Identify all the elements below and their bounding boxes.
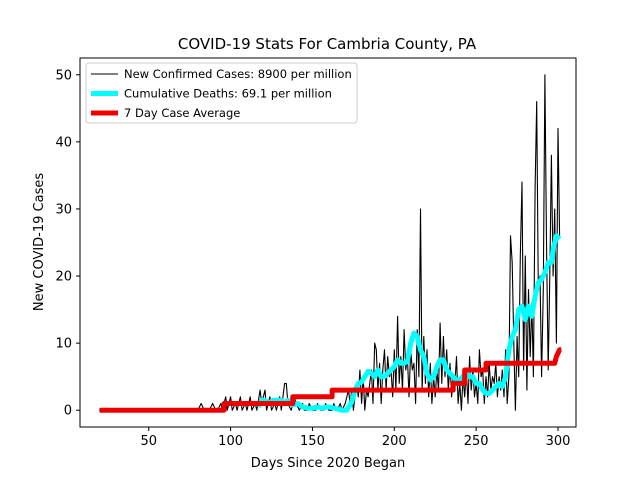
- y-axis-label: New COVID-19 Cases: [32, 173, 47, 311]
- legend-label-2: 7 Day Case Average: [124, 106, 240, 120]
- x-tick-label: 300: [546, 434, 571, 449]
- y-tick-label: 20: [55, 270, 72, 285]
- x-tick-label: 100: [218, 434, 243, 449]
- y-tick-label: 50: [55, 68, 72, 83]
- chart-title: COVID-19 Stats For Cambria County, PA: [178, 35, 477, 53]
- series-line-0: [99, 74, 561, 411]
- x-tick-label: 150: [300, 434, 325, 449]
- series-layer: [99, 74, 563, 413]
- x-tick-label: 250: [464, 434, 489, 449]
- legend: New Confirmed Cases: 8900 per million Cum…: [85, 62, 358, 124]
- series-line-1: [256, 233, 562, 413]
- y-tick-label: 10: [55, 337, 72, 352]
- series-line-2: [99, 347, 563, 413]
- plot-frame: [79, 57, 577, 428]
- legend-label-1: Cumulative Deaths: 69.1 per million: [124, 87, 332, 101]
- plot-area: [79, 57, 577, 428]
- x-tick-label: 50: [140, 434, 157, 449]
- legend-label-0: New Confirmed Cases: 8900 per million: [124, 67, 352, 81]
- y-tick-label: 30: [55, 202, 72, 217]
- x-axis-ticks: 50 100 150 200 250 300: [140, 427, 570, 449]
- y-tick-label: 40: [55, 135, 72, 150]
- y-tick-label: 0: [64, 404, 72, 419]
- x-axis-label: Days Since 2020 Began: [251, 456, 406, 471]
- legend-box: [85, 62, 358, 124]
- y-axis-ticks: 0 10 20 30 40 50: [55, 68, 80, 419]
- x-tick-label: 200: [382, 434, 407, 449]
- legend-entries: New Confirmed Cases: 8900 per million Cum…: [91, 67, 352, 120]
